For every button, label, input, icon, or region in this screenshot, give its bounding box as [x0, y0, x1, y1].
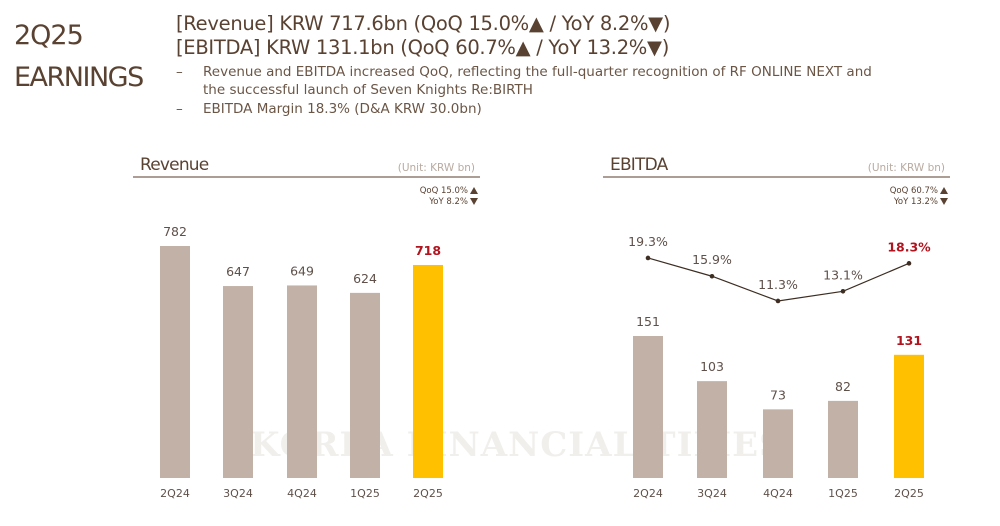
revenue-category-label-4Q24: 4Q24 — [287, 487, 317, 500]
margin-point-3Q24 — [709, 273, 715, 279]
revenue-bar-2Q25 — [413, 264, 443, 478]
revenue-unit-label: (Unit: KRW bn) — [398, 162, 475, 174]
ebitda-value-label-4Q24: 73 — [770, 387, 786, 402]
watermark: KOREA FINANCIAL TIMES — [250, 425, 785, 465]
slide-title-earnings: EARNINGS — [14, 62, 144, 93]
margin-label-1Q25: 13.1% — [823, 267, 863, 282]
bullet-dash: – — [176, 64, 183, 80]
bullet-dash: – — [176, 101, 183, 117]
revenue-value-label-2Q25: 718 — [415, 243, 441, 258]
headline-ebitda: [EBITDA] KRW 131.1bn (QoQ 60.7%▲ / YoY 1… — [176, 36, 670, 59]
revenue-bar-4Q24 — [287, 285, 317, 478]
ebitda-qoq-label: QoQ 60.7% — [890, 186, 938, 196]
ebitda-unit-label: (Unit: KRW bn) — [868, 162, 945, 174]
margin-label-2Q24: 19.3% — [628, 234, 668, 249]
revenue-value-label-2Q24: 782 — [163, 224, 187, 239]
ebitda-category-label-3Q24: 3Q24 — [697, 487, 727, 500]
ebitda-value-label-2Q25: 131 — [896, 333, 922, 348]
ebitda-bar-3Q24 — [697, 381, 727, 478]
ebitda-bar-2Q24 — [633, 336, 663, 478]
margin-point-2Q25 — [906, 261, 912, 266]
ebitda-category-label-2Q25: 2Q25 — [894, 487, 924, 500]
ebitda-value-label-1Q25: 82 — [835, 379, 851, 394]
margin-label-3Q24: 15.9% — [692, 252, 732, 267]
revenue-down-triangle-icon — [470, 198, 478, 205]
bullet-1-continued: the successful launch of Seven Knights R… — [203, 82, 533, 98]
ebitda-yoy-label: YoY 13.2% — [893, 197, 938, 207]
margin-point-4Q24 — [775, 298, 781, 304]
revenue-qoq-label: QoQ 15.0% — [420, 186, 468, 196]
revenue-category-label-2Q24: 2Q24 — [160, 487, 190, 500]
revenue-value-label-1Q25: 624 — [353, 271, 377, 286]
revenue-yoy-label: YoY 8.2% — [428, 197, 468, 207]
revenue-chart-title: Revenue — [140, 155, 209, 175]
revenue-category-label-1Q25: 1Q25 — [350, 487, 380, 500]
bullet-2: – EBITDA Margin 18.3% (D&A KRW 30.0bn) — [176, 100, 482, 118]
margin-point-1Q25 — [840, 288, 846, 294]
bullet-1-text: Revenue and EBITDA increased QoQ, reflec… — [203, 64, 872, 80]
ebitda-bar-4Q24 — [763, 409, 793, 478]
revenue-up-triangle-icon — [470, 187, 478, 194]
ebitda-category-label-4Q24: 4Q24 — [763, 487, 793, 500]
margin-point-2Q24 — [645, 255, 651, 261]
revenue-bar-3Q24 — [223, 286, 253, 478]
ebitda-chart-title: EBITDA — [610, 155, 669, 175]
ebitda-value-label-2Q24: 151 — [636, 314, 660, 329]
ebitda-value-label-3Q24: 103 — [700, 359, 724, 374]
margin-label-4Q24: 11.3% — [758, 277, 798, 292]
bullet-2-text: EBITDA Margin 18.3% (D&A KRW 30.0bn) — [203, 101, 482, 117]
revenue-category-label-3Q24: 3Q24 — [223, 487, 253, 500]
headline-revenue: [Revenue] KRW 717.6bn (QoQ 15.0%▲ / YoY … — [176, 12, 671, 35]
revenue-bar-2Q24 — [160, 246, 190, 478]
bullet-1: – Revenue and EBITDA increased QoQ, refle… — [176, 63, 872, 81]
revenue-value-label-4Q24: 649 — [290, 263, 314, 278]
slide-title-quarter: 2Q25 — [14, 20, 84, 51]
ebitda-bar-2Q25 — [894, 354, 924, 478]
revenue-value-label-3Q24: 647 — [226, 264, 250, 279]
ebitda-down-triangle-icon — [940, 198, 948, 205]
revenue-bar-1Q25 — [350, 292, 380, 478]
ebitda-bar-1Q25 — [828, 400, 858, 478]
revenue-category-label-2Q25: 2Q25 — [413, 487, 443, 500]
ebitda-up-triangle-icon — [940, 187, 948, 194]
margin-label-2Q25: 18.3% — [887, 239, 931, 254]
ebitda-category-label-1Q25: 1Q25 — [828, 487, 858, 500]
ebitda-category-label-2Q24: 2Q24 — [633, 487, 663, 500]
